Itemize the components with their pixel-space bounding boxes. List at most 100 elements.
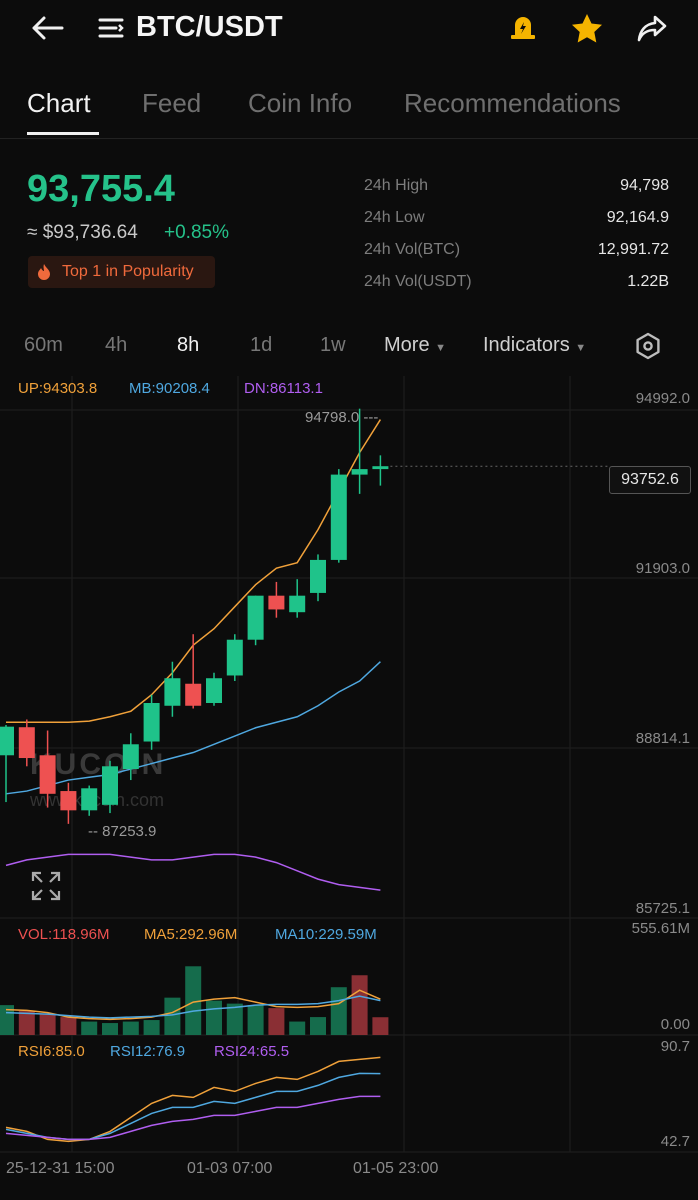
more-dropdown-label: More — [384, 334, 430, 356]
boll-mid-line — [5, 661, 381, 795]
popularity-badge[interactable]: Top 1 in Popularity — [28, 256, 215, 288]
volume-bar — [60, 1017, 77, 1035]
candle-body — [289, 595, 306, 613]
volume-bar — [372, 1017, 389, 1035]
volume-bar — [164, 997, 181, 1035]
volume-bar — [39, 1014, 56, 1035]
timeframe-1d[interactable]: 1d — [250, 334, 273, 356]
stat-value-24h-vol-usdt: 1.22B — [627, 273, 669, 290]
volume-bar — [226, 1003, 243, 1035]
boll-dn-legend: DN:86113.1 — [244, 380, 323, 397]
indicators-dropdown[interactable]: Indicators ▼ — [483, 334, 586, 357]
timeframe-4h[interactable]: 4h — [105, 334, 128, 356]
fullscreen-icon[interactable] — [30, 870, 62, 902]
menu-lines-icon[interactable] — [98, 16, 124, 40]
caret-down-icon: ▼ — [435, 342, 447, 354]
tab-recommendations[interactable]: Recommendations — [404, 88, 621, 118]
timeframe-8h[interactable]: 8h — [177, 334, 200, 356]
vol-ma10-legend: MA10:229.59M — [275, 926, 377, 943]
chart-grid — [0, 376, 698, 1153]
candles — [0, 408, 389, 824]
y-axis-label-4: 85725.1 — [635, 900, 690, 917]
stat-label-24h-low: 24h Low — [364, 209, 425, 226]
volume-y-min: 0.00 — [660, 1016, 690, 1033]
volume-ma10-line — [5, 995, 381, 1019]
y-axis-label-1: 94992.0 — [635, 390, 690, 407]
volume-bars — [0, 966, 389, 1035]
x-axis-label-2: 01-03 07:00 — [187, 1160, 273, 1177]
rsi12-legend: RSI12:76.9 — [110, 1043, 186, 1060]
volume-bar — [206, 1000, 222, 1035]
tab-feed[interactable]: Feed — [142, 88, 202, 118]
tab-coin-info[interactable]: Coin Info — [248, 88, 353, 118]
volume-bar — [310, 1017, 326, 1035]
candle-body — [164, 678, 181, 706]
candle-body — [81, 788, 98, 811]
vol-ma5-legend: MA5:292.96M — [144, 926, 238, 943]
candle-body — [122, 744, 139, 770]
chart-settings-icon[interactable] — [634, 332, 662, 360]
candle-body — [18, 727, 35, 759]
low-marker-value: 87253.9 — [102, 823, 157, 840]
x-axis-label-1: 25-12-31 15:00 — [6, 1160, 115, 1177]
back-arrow-icon[interactable] — [30, 14, 64, 42]
tab-chart[interactable]: Chart — [27, 88, 91, 118]
volume-bar — [330, 987, 347, 1035]
last-price-tag: 93752.6 — [609, 466, 691, 494]
alert-bell-icon[interactable] — [508, 13, 538, 43]
star-icon[interactable] — [570, 12, 604, 44]
rsi6-line — [5, 1056, 381, 1143]
rsi6-legend: RSI6:85.0 — [18, 1043, 85, 1060]
candle-body — [102, 766, 118, 805]
vol-legend: VOL:118.96M — [18, 926, 110, 943]
candle-body — [206, 678, 222, 704]
volume-y-max: 555.61M — [631, 920, 690, 937]
candle-body — [226, 639, 243, 676]
indicators-dropdown-label: Indicators — [483, 334, 570, 356]
x-axis-label-3: 01-05 23:00 — [353, 1160, 439, 1177]
volume-ma5-line — [5, 989, 381, 1021]
stat-label-24h-high: 24h High — [364, 177, 429, 194]
volume-bar — [122, 1021, 139, 1035]
tab-bar: Chart Feed Coin Info Recommendations — [0, 70, 698, 139]
popularity-badge-label: Top 1 in Popularity — [62, 263, 194, 280]
high-marker: 94798.0 --- — [305, 409, 379, 426]
caret-down-icon: ▼ — [575, 342, 587, 354]
stat-label-24h-vol-btc: 24h Vol(BTC) — [364, 241, 461, 258]
volume-bar — [185, 966, 202, 1035]
rsi-lines — [5, 1056, 381, 1143]
rsi12-line — [5, 1072, 381, 1141]
low-marker: -- 87253.9 — [88, 823, 157, 840]
stat-value-24h-vol-btc: 12,991.72 — [597, 241, 669, 258]
boll-dn-line — [5, 853, 381, 891]
boll-mb-legend: MB:90208.4 — [129, 380, 210, 397]
last-price: 93,755.4 — [27, 168, 175, 210]
price-chart[interactable]: KUCOIN www.kucoin.com — [0, 374, 698, 1174]
pair-title[interactable]: BTC/USDT — [136, 11, 283, 43]
stat-value-24h-high: 94,798 — [620, 177, 669, 194]
boll-up-legend: UP:94303.8 — [18, 380, 98, 397]
candle-body — [60, 791, 77, 811]
y-axis-label-3: 88814.1 — [635, 730, 690, 747]
volume-bar — [351, 975, 368, 1035]
volume-bar — [143, 1020, 160, 1035]
volume-bar — [18, 1011, 35, 1035]
volume-bar — [289, 1021, 306, 1035]
more-dropdown[interactable]: More ▼ — [384, 334, 446, 357]
share-icon[interactable] — [636, 13, 668, 43]
rsi-y-max: 90.7 — [660, 1038, 690, 1055]
high-marker-value: 94798.0 — [305, 409, 360, 426]
rsi24-line — [5, 1095, 381, 1141]
timeframe-1w[interactable]: 1w — [320, 334, 346, 356]
candle-body — [372, 466, 389, 470]
volume-bar — [102, 1023, 118, 1035]
stat-label-24h-vol-usdt: 24h Vol(USDT) — [364, 273, 472, 290]
active-tab-indicator — [27, 132, 99, 135]
price-change: +0.85% — [164, 222, 229, 243]
candle-body — [185, 683, 202, 706]
candle-body — [0, 726, 14, 756]
candle-body — [143, 703, 160, 742]
rsi-y-min: 42.7 — [660, 1133, 690, 1150]
timeframe-60m[interactable]: 60m — [24, 334, 63, 356]
candle-body — [310, 559, 326, 593]
